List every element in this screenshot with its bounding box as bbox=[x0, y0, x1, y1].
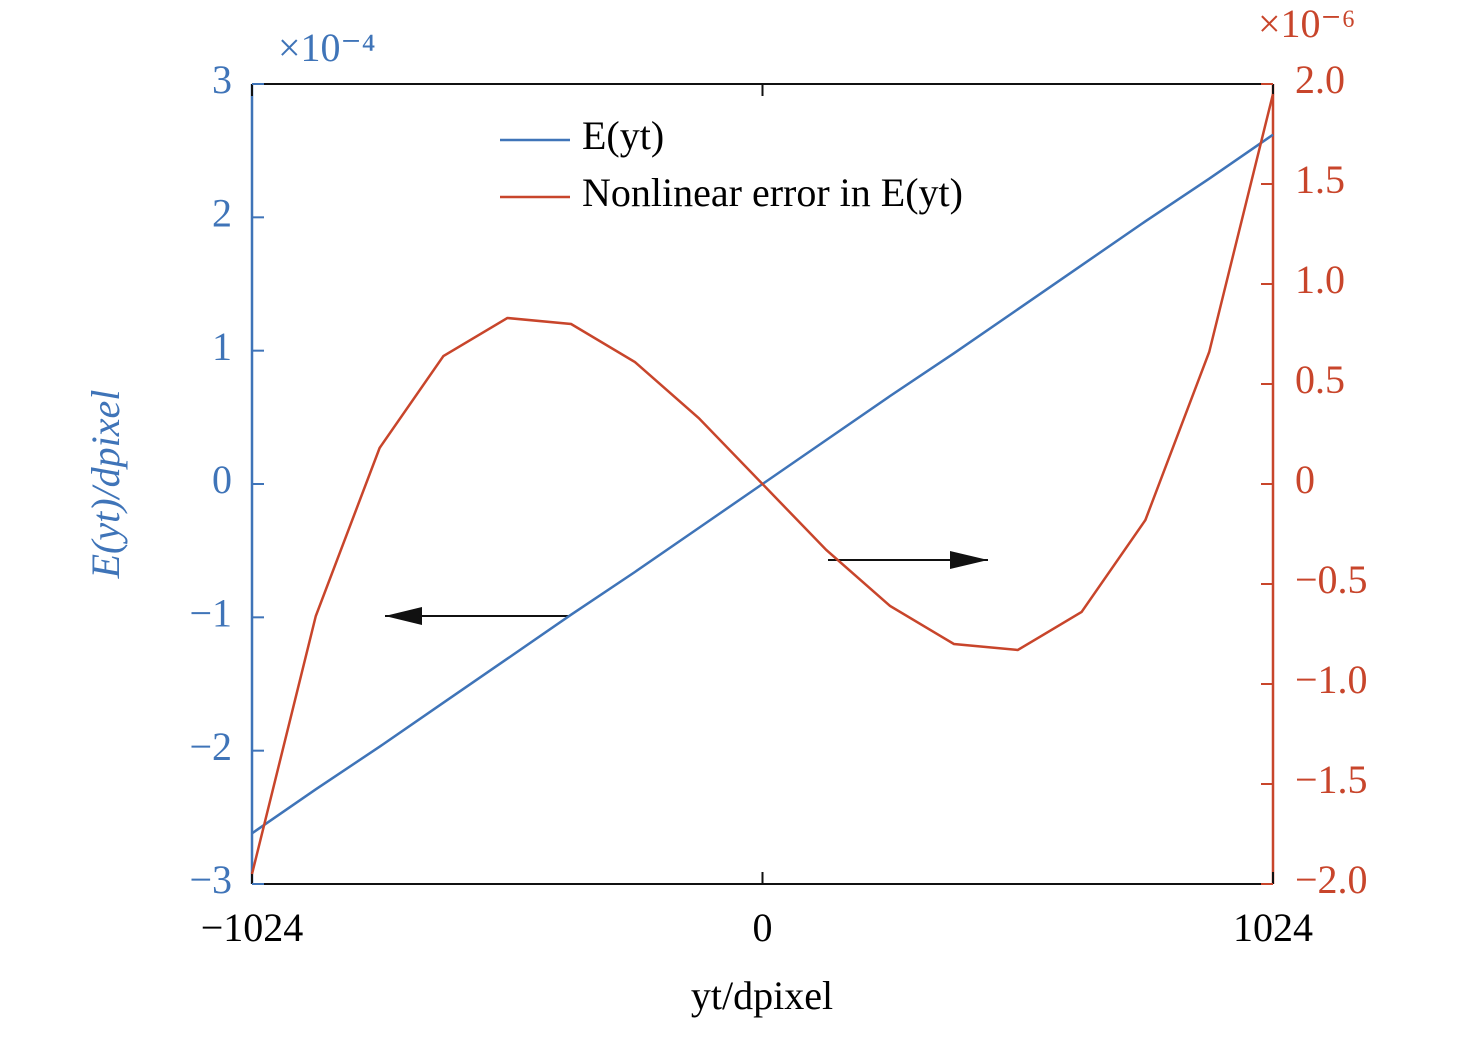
y2-tick-label: 0.5 bbox=[1295, 357, 1345, 402]
x-tick-label: 0 bbox=[753, 905, 773, 950]
y2-multiplier: ×10⁻⁶ bbox=[1258, 1, 1356, 46]
y2-tick-label: −1.5 bbox=[1295, 757, 1368, 802]
arrow-head bbox=[950, 551, 988, 569]
y2-tick-label: −1.0 bbox=[1295, 657, 1368, 702]
arrow-head bbox=[385, 607, 422, 625]
y2-tick-label: 0 bbox=[1295, 457, 1315, 502]
y-tick-label: −1 bbox=[189, 591, 232, 636]
x-tick-label: −1024 bbox=[201, 905, 304, 950]
y2-tick-label: 1.0 bbox=[1295, 257, 1345, 302]
y-tick-label: −3 bbox=[189, 857, 232, 902]
y-multiplier: ×10⁻⁴ bbox=[278, 25, 376, 70]
y-axis-label: E(yt)/dpixel bbox=[83, 390, 128, 580]
y-tick-label: 2 bbox=[212, 191, 232, 236]
line-series bbox=[250, 93, 1275, 875]
x-tick-label: 1024 bbox=[1233, 905, 1313, 950]
legend-label: Nonlinear error in E(yt) bbox=[582, 170, 963, 215]
y2-tick-label: 1.5 bbox=[1295, 157, 1345, 202]
x-axis-label: yt/dpixel bbox=[691, 973, 833, 1018]
y-tick-label: −2 bbox=[189, 724, 232, 769]
y-tick-label: 1 bbox=[212, 324, 232, 369]
y-tick-label: 3 bbox=[212, 57, 232, 102]
y2-tick-label: 2.0 bbox=[1295, 57, 1345, 102]
y2-tick-label: −2.0 bbox=[1295, 857, 1368, 902]
y2-tick-label: −0.5 bbox=[1295, 557, 1368, 602]
legend-label: E(yt) bbox=[582, 113, 664, 158]
y-tick-label: 0 bbox=[212, 457, 232, 502]
